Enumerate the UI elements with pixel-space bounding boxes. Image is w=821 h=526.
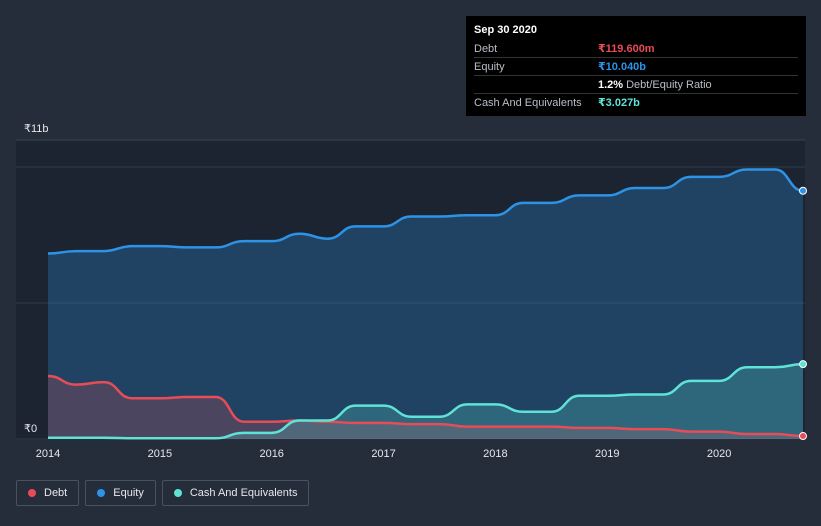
legend-dot-icon (173, 489, 182, 497)
legend: Debt Equity Cash And Equivalents (16, 480, 310, 506)
x-axis-labels: 2014 2015 2016 2017 2018 2019 2020 (36, 448, 732, 460)
legend-item-equity[interactable]: Equity (85, 480, 156, 506)
tooltip-row-ratio: 1.2% Debt/Equity Ratio (474, 76, 798, 94)
line-equity (47, 168, 804, 255)
tooltip-label: Equity (474, 60, 505, 73)
x-tick-label: 2015 (148, 448, 172, 460)
line-debt (47, 374, 804, 438)
tooltip-date: Sep 30 2020 (474, 24, 537, 36)
area-equity (48, 169, 803, 440)
marker-equity (799, 186, 807, 195)
legend-dot-icon (28, 489, 36, 497)
legend-label: Cash And Equivalents (189, 487, 298, 499)
tooltip-label: Cash And Equivalents (474, 96, 582, 109)
tooltip-value: ₹119.600m (598, 43, 655, 55)
legend-dot-icon (97, 489, 106, 497)
y-tick-label-zero: ₹0 (24, 423, 37, 435)
x-tick-label: 2017 (371, 448, 395, 460)
area-debt (48, 375, 803, 439)
marker-cash-and-equivalents (799, 360, 807, 369)
legend-label: Equity (113, 487, 144, 499)
x-tick-label: 2016 (259, 448, 283, 460)
x-tick-label: 2014 (36, 448, 60, 460)
tooltip-label: Debt (474, 42, 498, 55)
tooltip-suffix: Debt/Equity Ratio (626, 78, 712, 91)
x-tick-label: 2019 (595, 448, 619, 460)
x-tick-label: 2020 (707, 448, 731, 460)
y-tick-label-top: ₹11b (24, 123, 49, 135)
tooltip-row-equity: Equity ₹10.040b (474, 58, 798, 76)
tooltip-row-debt: Debt ₹119.600m (474, 40, 798, 58)
y-axis-labels: ₹11b ₹0 (24, 123, 49, 435)
tooltip-value: 1.2% (598, 78, 624, 91)
tooltip-value: ₹3.027b (598, 97, 640, 109)
tooltip-row-cash: Cash And Equivalents ₹3.027b (474, 94, 798, 111)
line-cash-and-equivalents (48, 362, 804, 440)
series-areas (48, 169, 803, 440)
area-cash-and-equivalents (48, 364, 803, 439)
tooltip-panel: Sep 30 2020 Debt ₹119.600m Equity ₹10.04… (466, 16, 806, 116)
marker-debt (799, 432, 807, 441)
legend-item-debt[interactable]: Debt (16, 480, 80, 506)
x-tick-label: 2018 (483, 448, 507, 460)
legend-item-cash[interactable]: Cash And Equivalents (161, 480, 310, 506)
series-lines (47, 168, 804, 440)
series-end-markers (799, 186, 807, 441)
tooltip-value: ₹10.040b (598, 61, 647, 73)
legend-label: Debt (44, 487, 68, 499)
